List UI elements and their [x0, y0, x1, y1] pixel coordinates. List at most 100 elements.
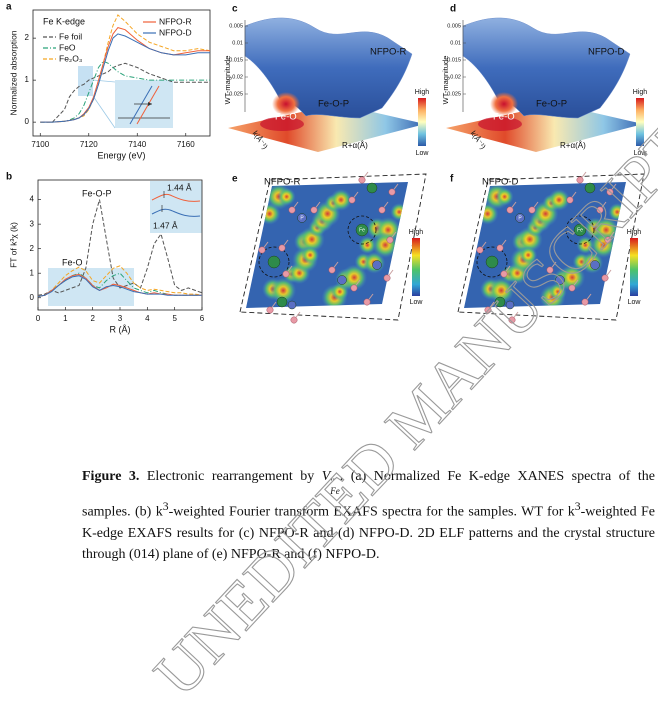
caption-label: Figure 3.: [82, 469, 140, 484]
atom: [267, 255, 281, 269]
panel-label: d: [450, 4, 456, 15]
wt-surface-panel: 0.005 0.01 0.015 0.02 0.025 d WT-magnitude NFPO…: [441, 4, 647, 157]
x-tick-label: 2: [90, 314, 95, 323]
elf-blob: [488, 277, 515, 304]
x-tick-label: 7140: [128, 140, 146, 149]
oxygen-atom: [528, 206, 536, 214]
atom: [494, 296, 506, 308]
elf-blob: [471, 188, 489, 206]
colorbar-label: Low: [410, 299, 424, 306]
y-axis-label: FT of k³χ (k): [8, 222, 18, 268]
y-tick-label: 1: [30, 268, 35, 277]
data-line: [40, 60, 210, 123]
panel-label: f: [450, 174, 454, 185]
z-tick-label: 0.015: [229, 57, 243, 63]
peak-label: Fe-O-P: [318, 99, 349, 110]
annotation: Fe-O: [62, 257, 83, 267]
oxygen-atom: [596, 206, 604, 214]
colorbar: [630, 238, 638, 296]
surface-floor: [228, 104, 425, 152]
oxygen-atom: [290, 316, 298, 324]
legend-label: NFPO-D: [159, 27, 192, 37]
colorbar-label: High: [415, 89, 430, 96]
x-tick-label: 1: [63, 314, 68, 323]
atom: [337, 275, 347, 285]
surface-floor: [446, 104, 643, 152]
atom-label: Fe: [359, 227, 365, 233]
colorbar: [418, 98, 426, 146]
oxygen-atom: [328, 266, 336, 274]
oxygen-atom: [506, 206, 514, 214]
atom-label: Fe: [577, 227, 583, 233]
oxygen-atom: [508, 316, 516, 324]
region-circle: [476, 246, 508, 278]
elf-blob: [330, 188, 352, 211]
peak-label: Fe-O: [275, 112, 297, 123]
oxygen-atom: [378, 206, 386, 214]
elf-blob: [390, 203, 408, 221]
elf-blob: [495, 187, 514, 206]
legend-label: Fe₂O₃: [59, 53, 82, 63]
z-tick-label: 0.01: [450, 40, 461, 46]
elf-blob: [548, 188, 570, 211]
oxygen-atom: [604, 236, 612, 244]
data-line: [40, 33, 210, 123]
y-axis-label: R+α(Å): [342, 141, 368, 150]
elf-blob: [519, 246, 538, 265]
elf-blob: [270, 277, 297, 304]
y-tick-label: 0: [25, 117, 30, 126]
elf-panel: P Fe e NFPO-R High Low: [232, 171, 427, 324]
x-axis-label: R (Å): [110, 324, 131, 334]
plot-frame: [32, 9, 211, 137]
oxygen-atom: [568, 284, 576, 292]
x-tick-label: 4: [145, 314, 150, 323]
elf-blob: [358, 236, 377, 255]
cell-outline: [457, 173, 645, 321]
z-axis-label: WT-magnitude: [223, 56, 232, 105]
figure-caption: Figure 3. Electronic rearrangement by V ′…: [82, 466, 655, 565]
caption-text: -weighted Fourier transform EXAFS spectr…: [168, 504, 575, 520]
oxygen-atom: [606, 188, 614, 196]
panel-label: c: [232, 4, 238, 15]
colorbar: [636, 98, 644, 146]
surface-floor-peak: [478, 117, 522, 131]
atom: [584, 182, 596, 194]
z-tick-label: 0.025: [447, 91, 461, 97]
colorbar-label: Low: [634, 150, 648, 157]
caption-superscript: 3: [162, 500, 169, 513]
atom: [573, 223, 587, 237]
atom-label: P: [300, 215, 304, 221]
oxygen-atom: [576, 176, 584, 184]
surface-pit: [272, 92, 300, 116]
caption-superscript: 3: [574, 500, 581, 513]
oxygen-atom: [566, 196, 574, 204]
elf-blob: [559, 264, 586, 291]
z-tick-label: 0.025: [229, 91, 243, 97]
oxygen-atom: [383, 274, 391, 282]
y-tick-label: 2: [30, 244, 35, 253]
y-tick-label: 1: [25, 75, 30, 84]
z-tick-label: 0.02: [232, 74, 243, 80]
atom: [555, 275, 565, 285]
oxygen-atom: [386, 236, 394, 244]
inset-curve: [129, 85, 153, 125]
oxygen-atom: [258, 246, 266, 254]
connector: [92, 95, 116, 129]
oxygen-atom: [288, 206, 296, 214]
panel-label: b: [6, 172, 12, 183]
sample-label: NFPO-R: [264, 177, 301, 188]
oxygen-atom: [350, 284, 358, 292]
peak-label: Fe-O-P: [536, 99, 567, 110]
atom-label: P: [518, 215, 522, 221]
oxygen-atom: [348, 196, 356, 204]
annotation: 1.44 Å: [167, 182, 192, 192]
region-circle: [347, 215, 377, 245]
elf-blob: [301, 246, 320, 265]
y-tick-label: 2: [25, 33, 30, 42]
x-tick-label: 6: [200, 314, 205, 323]
panel-label: e: [232, 174, 238, 185]
colorbar-label: High: [627, 229, 642, 236]
elf-blob: [608, 203, 626, 221]
annotation: Fe-O-P: [82, 188, 112, 198]
